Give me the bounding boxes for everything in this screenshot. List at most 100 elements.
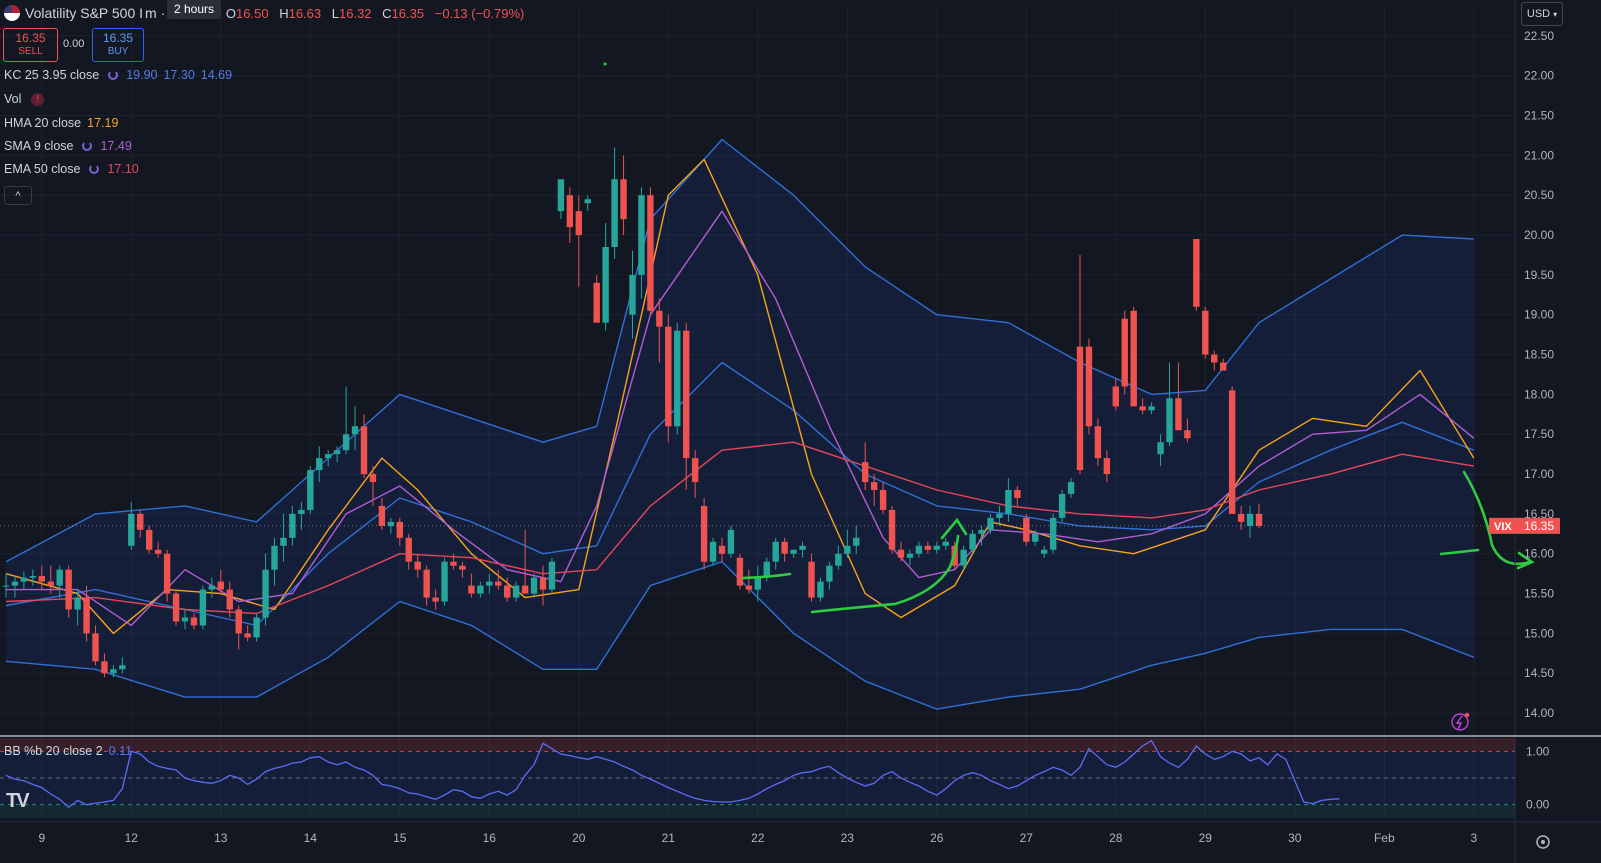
price-tick-label: 22.00 xyxy=(1524,69,1554,83)
sell-button[interactable]: 16.35 SELL xyxy=(3,28,58,62)
candle xyxy=(790,549,797,554)
candle xyxy=(1121,318,1128,387)
sell-label: SELL xyxy=(18,46,43,57)
price-tick-label: 20.00 xyxy=(1524,228,1554,242)
bb-tick-label: 1.00 xyxy=(1526,744,1550,758)
candle xyxy=(772,541,779,562)
candle xyxy=(1211,354,1218,363)
gear-icon xyxy=(1541,840,1545,844)
price-tick-label: 19.50 xyxy=(1524,268,1554,282)
spread-value: 0.00 xyxy=(63,38,85,50)
candle xyxy=(539,577,547,590)
candle xyxy=(700,505,708,562)
candle xyxy=(593,282,600,323)
candle xyxy=(468,585,475,594)
legend-vol[interactable]: Vol ! xyxy=(4,92,45,106)
candle xyxy=(333,450,341,455)
candle xyxy=(2,585,10,587)
candle xyxy=(1184,430,1191,439)
candle xyxy=(853,537,860,546)
candle xyxy=(1175,398,1182,431)
candle xyxy=(691,458,699,483)
candle xyxy=(656,310,663,327)
loading-icon xyxy=(89,164,100,174)
lightning-icon xyxy=(1451,713,1469,731)
buy-label: BUY xyxy=(107,46,129,57)
price-tick-label: 21.50 xyxy=(1524,109,1554,123)
loading-icon xyxy=(82,141,93,151)
time-tick-label: 23 xyxy=(841,831,855,845)
candle xyxy=(74,597,81,610)
symbol-title[interactable]: Volatility S&P 500 I xyxy=(25,5,144,21)
symbol-header[interactable]: Volatility S&P 500 I m · TVC O16.50 H16.… xyxy=(4,0,531,24)
candle xyxy=(1228,390,1236,514)
kc-label: KC 25 3.95 close xyxy=(4,68,100,82)
candle xyxy=(897,549,905,558)
legend-ema[interactable]: EMA 50 close 17.10 xyxy=(4,162,139,176)
buy-button[interactable]: 16.35 BUY xyxy=(92,28,144,62)
candle xyxy=(987,517,994,530)
time-tick-label: 29 xyxy=(1199,831,1213,845)
annotation-stroke xyxy=(810,517,968,614)
candle xyxy=(477,585,484,594)
candle xyxy=(1094,426,1102,459)
candle xyxy=(709,541,717,562)
candle xyxy=(65,569,72,610)
candle xyxy=(253,617,260,638)
candle xyxy=(969,533,976,550)
candle xyxy=(1032,533,1039,542)
candle xyxy=(47,581,54,586)
candle xyxy=(396,521,403,538)
candle xyxy=(29,576,37,578)
time-tick-label: 26 xyxy=(930,831,944,845)
candle xyxy=(360,426,368,475)
candle xyxy=(960,549,967,566)
price-tick-label: 18.00 xyxy=(1524,387,1554,401)
candle xyxy=(799,545,806,550)
collapse-legend-button[interactable]: ^ xyxy=(4,186,32,205)
legend-sma[interactable]: SMA 9 close 17.49 xyxy=(4,139,132,153)
candle xyxy=(924,545,932,550)
candle xyxy=(763,561,770,578)
candle xyxy=(906,553,914,558)
candle xyxy=(521,585,529,594)
hma-label: HMA 20 close xyxy=(4,116,82,130)
candle xyxy=(342,434,350,451)
candle xyxy=(1049,517,1057,550)
candle xyxy=(1014,490,1021,498)
time-tick-label: 13 xyxy=(214,831,228,845)
candle xyxy=(915,545,923,554)
currency-selector[interactable]: USD ▾ xyxy=(1521,2,1563,26)
candle xyxy=(262,569,269,618)
candle xyxy=(736,557,744,586)
buy-price: 16.35 xyxy=(102,31,134,45)
candle xyxy=(163,553,171,594)
gear-icon xyxy=(1536,835,1550,849)
loading-icon xyxy=(108,70,119,80)
candle xyxy=(92,633,99,662)
candle xyxy=(504,585,511,598)
annotation-stroke xyxy=(1439,548,1480,556)
legend-kc[interactable]: KC 25 3.95 close 19.90 17.30 14.69 xyxy=(4,68,232,82)
time-tick-label: 21 xyxy=(662,831,676,845)
candle xyxy=(1058,493,1066,518)
time-tick-label: 15 xyxy=(393,831,407,845)
candle xyxy=(459,565,466,570)
annotation-dot xyxy=(603,62,607,66)
price-tick-label: 14.00 xyxy=(1524,706,1554,720)
candle xyxy=(1246,513,1254,526)
candle xyxy=(110,669,117,674)
candle xyxy=(835,553,842,566)
vol-label: Vol xyxy=(4,92,22,106)
candle xyxy=(190,617,198,626)
high-key: H xyxy=(279,5,289,21)
legend-hma[interactable]: HMA 20 close 17.19 xyxy=(4,116,118,130)
close-key: C xyxy=(382,5,392,21)
candle xyxy=(369,474,377,483)
warning-icon[interactable]: ! xyxy=(31,92,45,106)
price-tick-label: 22.50 xyxy=(1524,29,1554,43)
legend-bb-pct[interactable]: BB %b 20 close 2 0.11 xyxy=(4,744,132,758)
candle xyxy=(512,585,520,598)
candle xyxy=(611,179,618,248)
